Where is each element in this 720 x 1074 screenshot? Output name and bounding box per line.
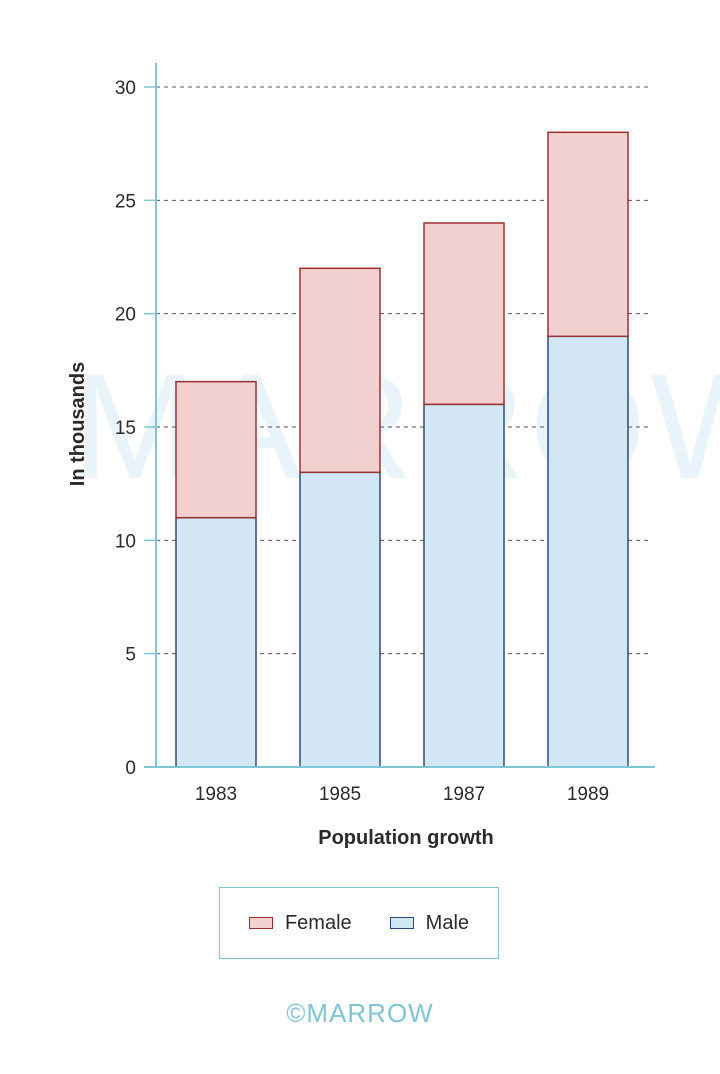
legend-label-female: Female: [284, 911, 352, 934]
x-tick-labels: 1983 1985 1987 1989: [195, 784, 609, 805]
bars: [175, 131, 629, 768]
y-tick-label: 5: [125, 645, 136, 666]
y-tick-label: 25: [115, 191, 136, 212]
bar-male-1989: [547, 335, 629, 768]
axes: [144, 63, 655, 768]
y-tick-label: 30: [115, 78, 136, 99]
y-tick-label: 15: [115, 418, 136, 439]
x-tick-label: 1985: [319, 784, 361, 805]
bar-female-1989: [547, 131, 629, 338]
bar-male-1983: [175, 516, 257, 768]
legend-item-female: Female: [248, 911, 352, 935]
bar-female-1983: [175, 380, 257, 519]
x-tick-label: 1987: [443, 784, 485, 805]
bar-male-1985: [299, 471, 381, 768]
legend-swatch-female: [248, 917, 273, 929]
legend-label-male: Male: [425, 911, 470, 934]
x-tick-label: 1989: [567, 784, 609, 805]
copyright-mark: ©MARROW: [286, 998, 434, 1028]
y-tick-labels: 0 5 10 15 20 25 30: [115, 78, 136, 779]
bar-female-1985: [299, 267, 381, 474]
legend: Female Male: [219, 887, 499, 959]
bar-male-1987: [423, 403, 505, 768]
y-tick-label: 20: [115, 305, 136, 326]
x-axis-title: Population growth: [318, 827, 494, 849]
bar-female-1987: [423, 222, 505, 406]
x-tick-label: 1983: [195, 784, 237, 805]
y-tick-label: 0: [125, 758, 136, 779]
legend-item-male: Male: [389, 911, 470, 935]
legend-swatch-male: [389, 917, 414, 929]
y-axis-title: In thousands: [67, 362, 89, 486]
y-tick-label: 10: [115, 531, 136, 552]
